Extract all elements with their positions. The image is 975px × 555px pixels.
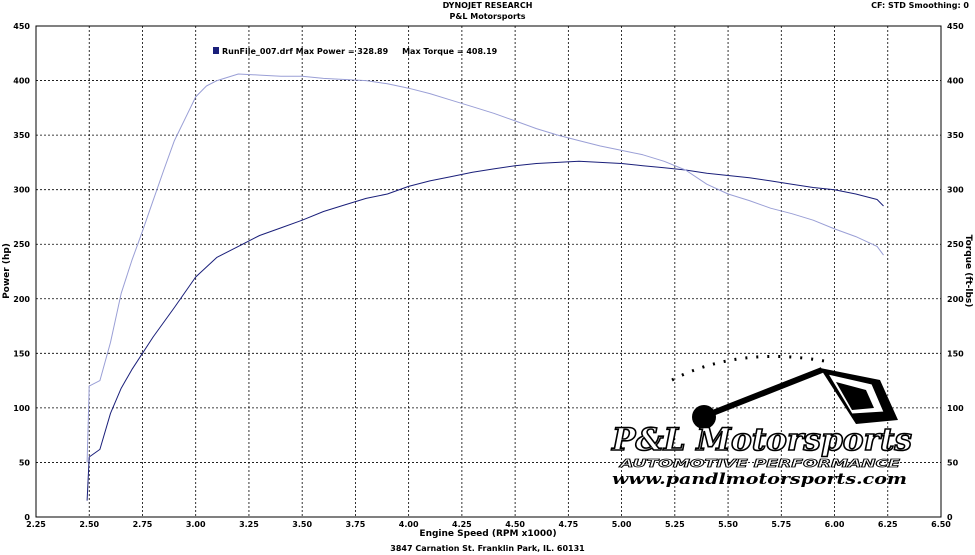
logo-tagline: AUTOMOTIVE PERFORMANCE xyxy=(618,457,900,470)
y-right-axis-label: Torque (ft-lbs) xyxy=(963,235,973,308)
x-tick-label: 4.50 xyxy=(505,520,525,529)
y-left-tick-label: 150 xyxy=(13,349,30,358)
y-right-tick-label: 350 xyxy=(947,131,964,140)
y-right-tick-label: 100 xyxy=(947,404,964,413)
y-left-tick-label: 200 xyxy=(13,295,30,304)
y-left-tick-label: 50 xyxy=(19,458,31,467)
x-tick-label: 5.75 xyxy=(771,520,791,529)
x-tick-label: 2.25 xyxy=(26,520,46,529)
y-right-tick-labels: 0 50 100 150 200 250 300 350 400 450 xyxy=(947,22,964,522)
y-left-tick-label: 350 xyxy=(13,131,30,140)
y-left-tick-label: 0 xyxy=(24,513,30,522)
y-left-tick-labels: 0 50 100 150 200 250 300 350 400 450 xyxy=(13,22,30,522)
x-tick-label: 3.00 xyxy=(186,520,206,529)
y-left-tick-label: 450 xyxy=(13,22,30,31)
chart-title: DYNOJET RESEARCH xyxy=(442,1,533,10)
x-tick-label: 3.75 xyxy=(346,520,366,529)
series-line-torque xyxy=(86,73,884,463)
y-right-tick-label: 150 xyxy=(947,349,964,358)
y-left-tick-label: 100 xyxy=(13,404,30,413)
x-tick-label: 6.00 xyxy=(825,520,845,529)
y-right-tick-label: 450 xyxy=(947,22,964,31)
settings-readout: CF: STD Smoothing: 0 xyxy=(871,1,969,10)
legend: RunFile_007.drf Max Power = 328.89 Max T… xyxy=(213,47,498,56)
legend-label: RunFile_007.drf Max Power = 328.89 Max T… xyxy=(222,47,498,56)
y-right-tick-label: 400 xyxy=(947,77,964,86)
y-right-tick-label: 300 xyxy=(947,186,964,195)
y-right-tick-label: 50 xyxy=(947,458,959,467)
pl-motorsports-logo: P&L Motorsports AUTOMOTIVE PERFORMANCE w… xyxy=(610,354,913,488)
gauge-icon xyxy=(671,354,898,429)
y-right-tick-label: 200 xyxy=(947,295,964,304)
logo-url: www.pandlmotorsports.com xyxy=(612,470,907,488)
y-right-tick-label: 0 xyxy=(947,513,953,522)
y-left-tick-label: 400 xyxy=(13,77,30,86)
y-left-tick-label: 250 xyxy=(13,240,30,249)
y-left-axis-label: Power (hp) xyxy=(2,243,12,299)
grid-lines xyxy=(36,26,941,517)
x-tick-label: 2.50 xyxy=(79,520,99,529)
series-line-power xyxy=(86,160,884,501)
series-lines xyxy=(86,73,884,501)
logo-name: P&L Motorsports xyxy=(611,422,912,458)
x-tick-label: 2.75 xyxy=(133,520,153,529)
x-tick-label: 5.50 xyxy=(718,520,738,529)
x-tick-label: 3.50 xyxy=(292,520,312,529)
x-tick-label: 6.50 xyxy=(931,520,951,529)
chart-subtitle: P&L Motorsports xyxy=(449,12,526,21)
x-tick-label: 3.25 xyxy=(239,520,259,529)
plot-area xyxy=(35,25,942,518)
x-tick-label: 4.75 xyxy=(558,520,578,529)
x-tick-labels: 2.25 2.50 2.75 3.00 3.25 3.50 3.75 4.00 4.25 4.50… xyxy=(26,520,951,529)
x-axis-label: Engine Speed (RPM x1000) xyxy=(419,529,556,539)
y-left-tick-label: 300 xyxy=(13,186,30,195)
x-tick-label: 6.25 xyxy=(878,520,898,529)
footer-address: 3847 Carnation St. Franklin Park, IL. 60… xyxy=(390,544,585,553)
x-tick-label: 5.25 xyxy=(665,520,685,529)
y-right-tick-label: 250 xyxy=(947,240,964,249)
x-tick-label: 4.25 xyxy=(452,520,472,529)
x-tick-label: 5.00 xyxy=(612,520,632,529)
legend-swatch xyxy=(213,47,219,54)
x-tick-label: 4.00 xyxy=(399,520,419,529)
